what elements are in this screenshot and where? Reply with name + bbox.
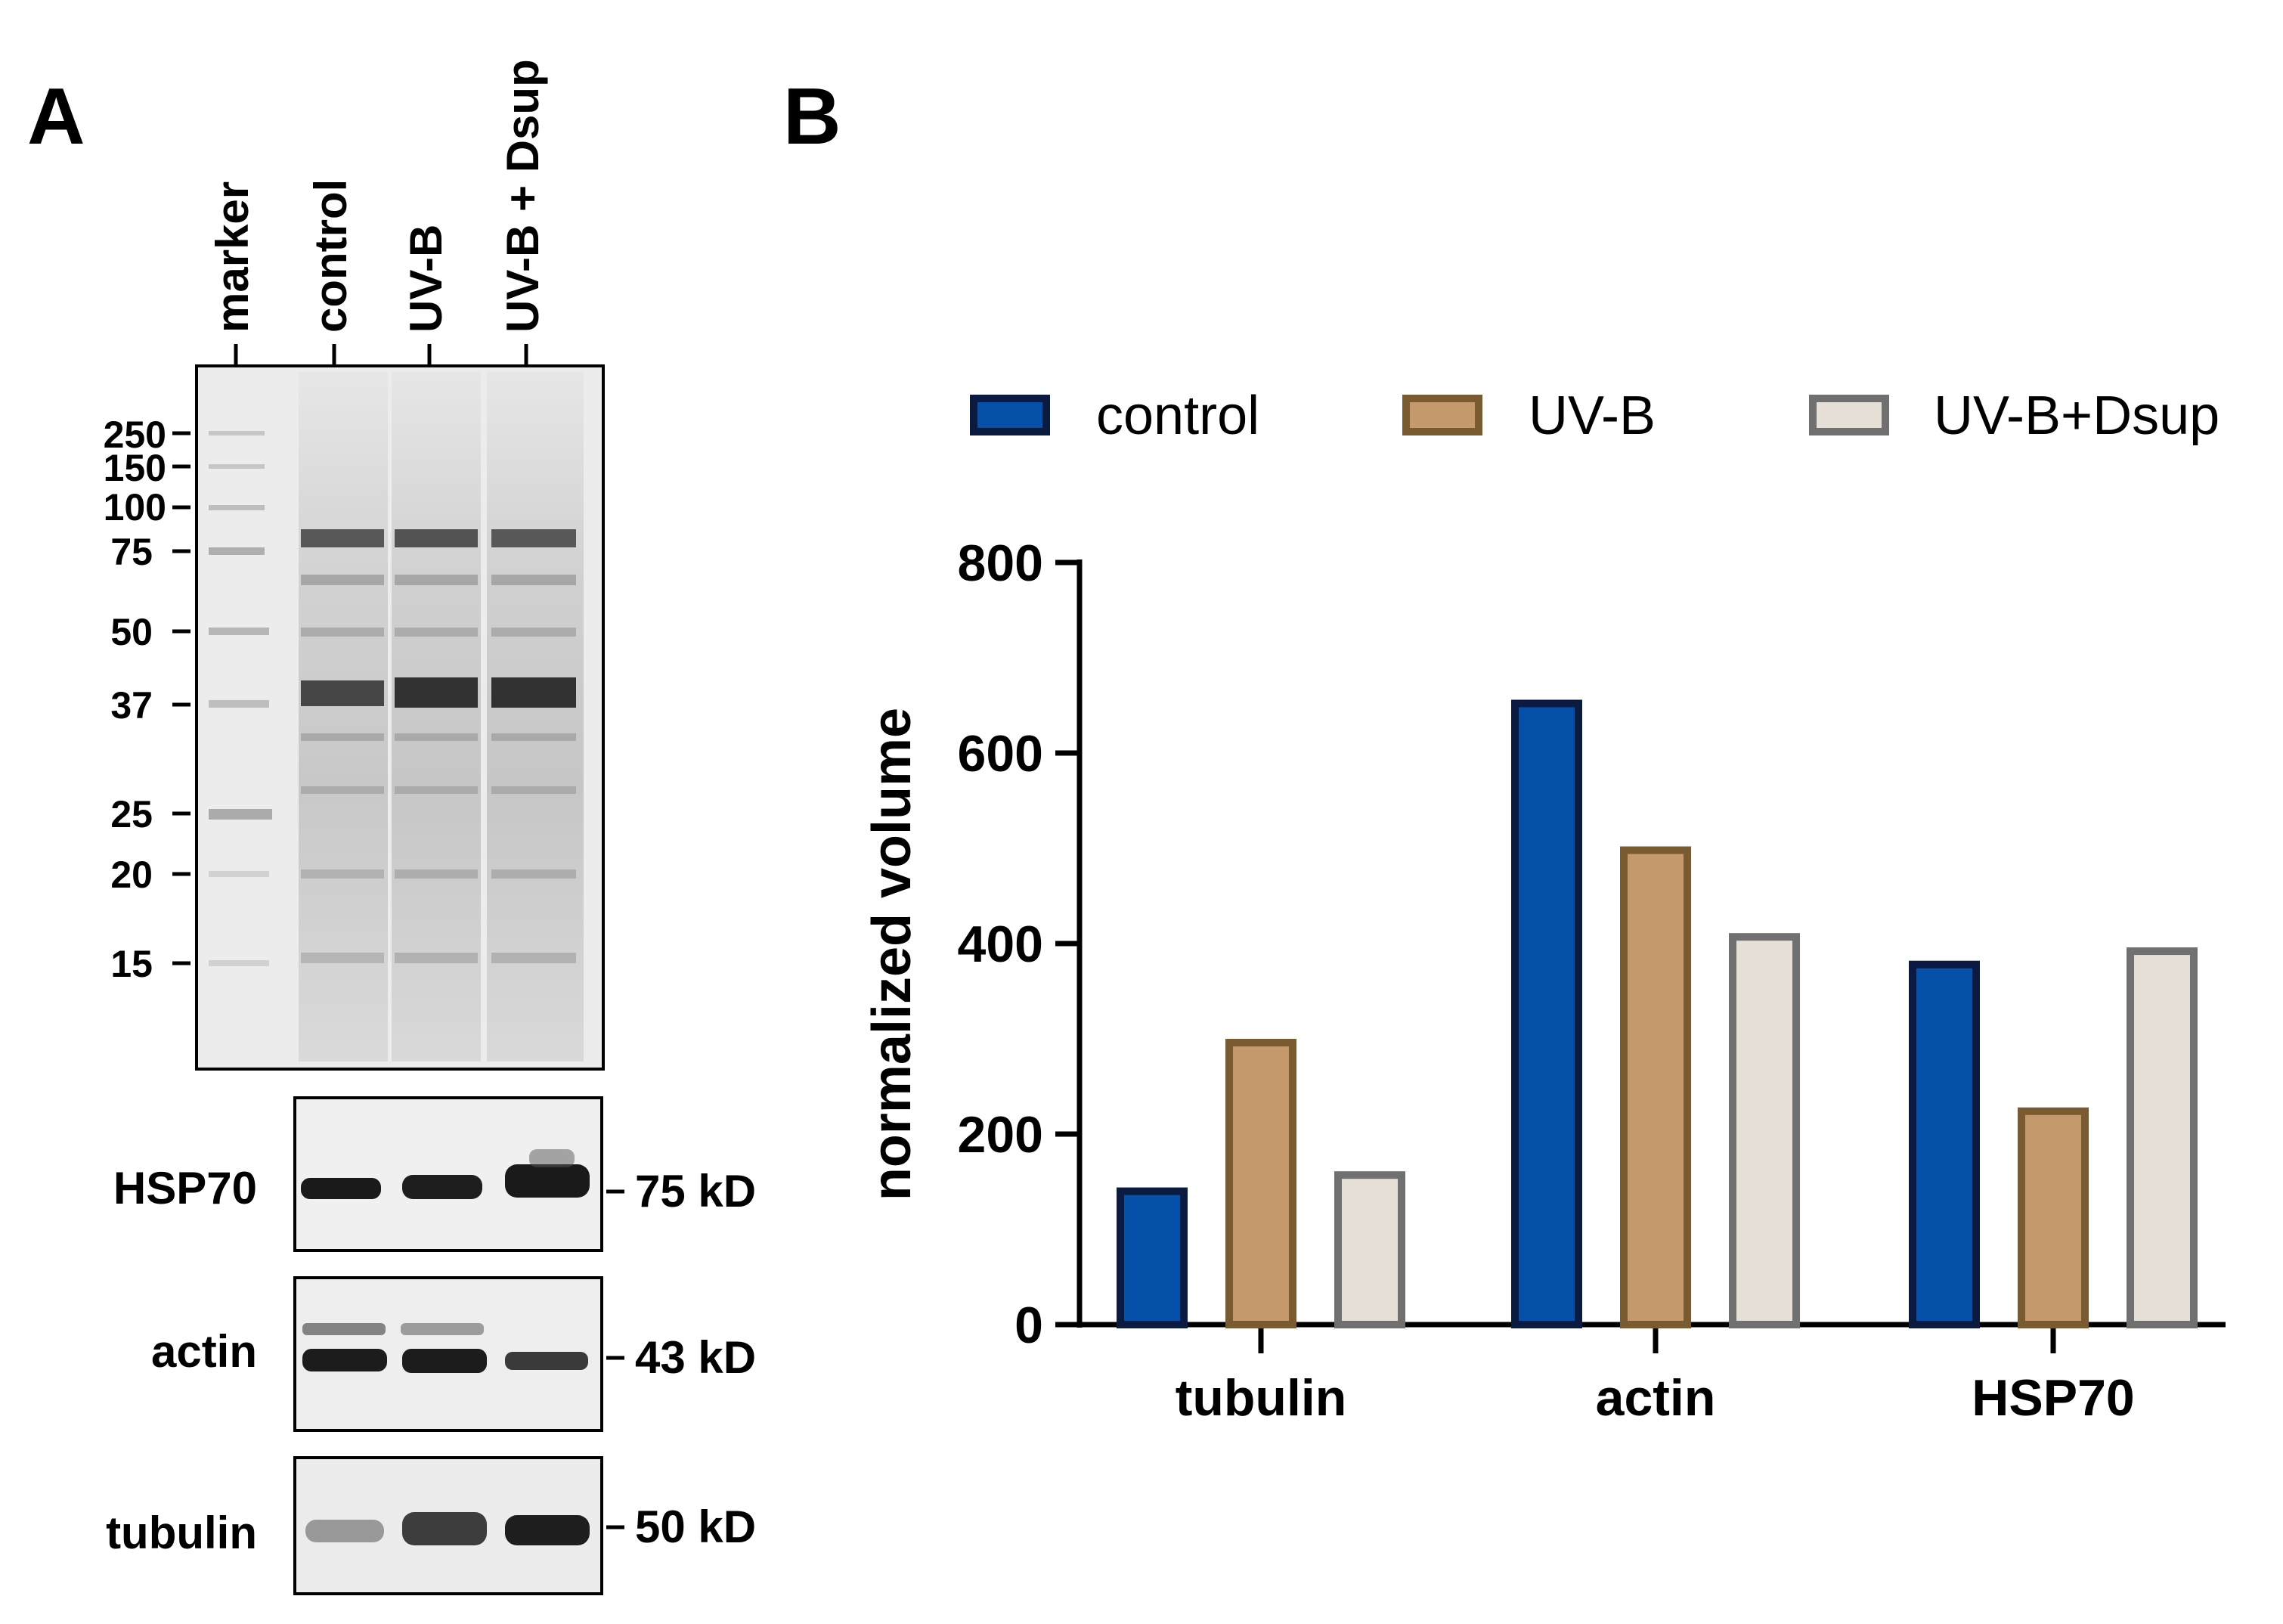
x-tick-label-tubulin: tubulin [1176, 1369, 1347, 1427]
y-tick-label: 0 [1014, 1297, 1043, 1354]
blot-tubulin: tubulin 50 kD [106, 1456, 756, 1595]
y-tick-label: 600 [958, 725, 1043, 783]
marker-label-75: 75 [110, 531, 153, 573]
bar-control-hsp70 [1909, 960, 1980, 1328]
y-ticks: 0 200 400 600 800 [958, 535, 1080, 1354]
blot-label-tubulin: tubulin [106, 1508, 257, 1558]
sample-bands [301, 529, 576, 963]
lane-label-control: control [305, 179, 356, 333]
legend: control UV-B UV-B+Dsup [970, 386, 2219, 446]
bar-uvb-dsup-actin [1729, 933, 1800, 1329]
blot-label-actin: actin [151, 1326, 257, 1377]
x-ticks: tubulin actin HSP70 [1176, 1325, 2135, 1427]
y-tick-label: 400 [958, 916, 1043, 973]
legend-label-control: control [1096, 386, 1259, 446]
panel-b: B control UV-B UV-B+Dsup normalized volu… [783, 72, 2226, 1427]
lane-label-uvb-dsup: UV-B + Dsup [497, 59, 548, 333]
blot-size-hsp70: 75 kD [635, 1166, 756, 1216]
marker-label-50: 50 [110, 611, 153, 653]
bar-uvb-dsup-hsp70 [2127, 947, 2198, 1328]
legend-swatch-uvb-dsup [1809, 395, 1889, 435]
marker-label-250: 250 [104, 414, 166, 456]
panel-a: A marker control UV-B UV-B + Dsup [27, 59, 756, 1595]
marker-bands [209, 431, 272, 966]
blot-actin: actin 43 kD [151, 1276, 756, 1432]
y-tick-label: 200 [958, 1106, 1043, 1164]
x-tick-label-hsp70: HSP70 [1972, 1369, 2134, 1427]
blot-label-hsp70: HSP70 [113, 1163, 257, 1213]
bar-control-actin [1511, 699, 1582, 1328]
bar-uvb-dsup-tubulin [1334, 1171, 1405, 1329]
lane-labels: marker control UV-B UV-B + Dsup [207, 59, 548, 369]
x-tick-label-actin: actin [1596, 1369, 1716, 1427]
lane-label-marker: marker [207, 181, 258, 333]
marker-label-37: 37 [110, 684, 153, 727]
marker-label-15: 15 [110, 943, 153, 985]
blot-size-actin: 43 kD [635, 1332, 756, 1383]
y-axis-label: normalized volume [862, 708, 922, 1201]
legend-label-uvb-dsup: UV-B+Dsup [1934, 386, 2219, 446]
y-tick-label: 800 [958, 535, 1043, 592]
bars [1117, 699, 2198, 1329]
bar-uvb-tubulin [1225, 1039, 1296, 1329]
lane-label-uvb: UV-B [401, 225, 451, 333]
blot-size-tubulin: 50 kD [635, 1502, 756, 1552]
marker-label-25: 25 [110, 793, 153, 835]
gel-image [195, 364, 605, 1071]
marker-label-20: 20 [110, 854, 153, 896]
marker-labels: 250 150 100 75 50 37 25 20 15 [104, 414, 191, 985]
marker-label-150: 150 [104, 447, 166, 489]
blot-hsp70: HSP70 75 kD [113, 1096, 756, 1252]
panel-a-label: A [27, 72, 85, 161]
bar-uvb-actin [1620, 846, 1691, 1328]
bar-control-tubulin [1117, 1187, 1188, 1328]
legend-label-uvb: UV-B [1529, 386, 1656, 446]
legend-swatch-uvb [1402, 395, 1482, 435]
legend-swatch-control [970, 395, 1050, 435]
marker-label-100: 100 [104, 486, 166, 528]
bar-uvb-hsp70 [2018, 1107, 2089, 1328]
panel-b-label: B [783, 72, 841, 161]
